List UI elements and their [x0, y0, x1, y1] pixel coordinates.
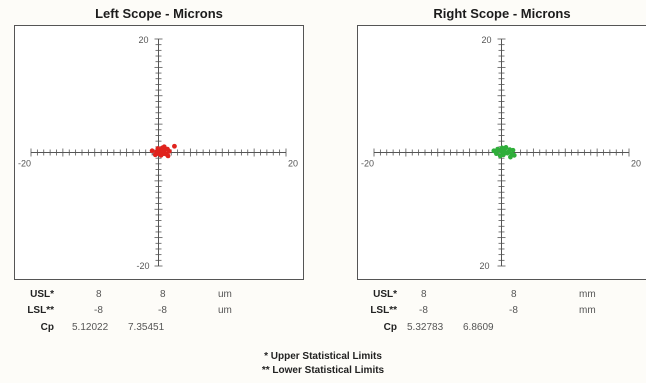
upper-limit-note: * Upper Statistical Limits — [264, 351, 382, 362]
lsl-value-y: -8 — [158, 305, 167, 316]
right-stats-table: USL* 8 8 mm LSL** -8 -8 mm Cp 5.32783 6.… — [357, 289, 637, 349]
lsl-unit: um — [218, 305, 232, 316]
left-x-max-label: 20 — [288, 159, 298, 169]
usl-value-y: 8 — [160, 289, 166, 300]
cp-label: Cp — [383, 322, 397, 333]
lsl-value-x: -8 — [94, 305, 103, 316]
lower-limit-note: ** Lower Statistical Limits — [261, 365, 385, 376]
cp-label: Cp — [40, 322, 54, 333]
right-data-point — [497, 153, 503, 159]
left-scope-plot: -20 20 20 -20 — [14, 25, 304, 280]
left-y-min-label: -20 — [137, 261, 150, 271]
right-data-point — [503, 144, 509, 150]
right-y-min-label: 20 — [480, 261, 490, 271]
right-scope-title: Right Scope - Microns — [433, 6, 571, 21]
right-x-max-label: 20 — [631, 159, 641, 169]
footnotes: * Upper Statistical Limits ** Lower Stat… — [0, 350, 646, 378]
cp-value-x: 5.32783 — [407, 322, 444, 333]
right-y-max-label: 20 — [482, 35, 492, 45]
left-stats-table: USL* 8 8 um LSL** -8 -8 um Cp 5.12022 7.… — [14, 289, 314, 349]
left-data-point — [172, 143, 177, 149]
left-data-point — [165, 153, 171, 159]
right-scope-plot: -20 20 20 20 — [357, 25, 646, 280]
left-data-point — [166, 148, 172, 154]
usl-label: USL* — [373, 289, 397, 300]
right-data-point — [499, 145, 505, 151]
left-y-max-label: 20 — [139, 35, 149, 45]
lsl-value-y: -8 — [509, 305, 518, 316]
lsl-value-x: -8 — [419, 305, 428, 316]
usl-value-x: 8 — [421, 289, 427, 300]
usl-unit: um — [218, 289, 232, 300]
right-data-point — [501, 150, 507, 155]
left-x-min-label: -20 — [18, 159, 31, 169]
right-data-point — [491, 148, 497, 154]
usl-label: USL* — [30, 289, 54, 300]
lsl-unit: mm — [579, 305, 596, 316]
right-data-point — [495, 146, 501, 152]
left-data-point — [161, 144, 167, 150]
usl-value-x: 8 — [96, 289, 102, 300]
cp-value-y: 6.8609 — [463, 322, 494, 333]
left-data-point — [149, 148, 155, 154]
usl-value-y: 8 — [511, 289, 517, 300]
left-data-point — [155, 146, 161, 151]
right-data-point — [506, 149, 511, 155]
cp-value-x: 5.12022 — [72, 322, 109, 333]
usl-unit: mm — [579, 289, 596, 300]
left-data-point — [160, 148, 166, 154]
right-data-point — [511, 152, 517, 158]
right-scope-chart: -20 20 20 20 — [357, 25, 646, 280]
cp-value-y: 7.35451 — [128, 322, 165, 333]
lsl-label: LSL** — [370, 305, 397, 316]
right-x-min-label: -20 — [361, 159, 374, 169]
left-scope-title: Left Scope - Microns — [95, 6, 223, 21]
lsl-label: LSL** — [27, 305, 54, 316]
left-scope-chart: -20 20 20 -20 — [14, 25, 304, 280]
right-data-point — [510, 147, 516, 153]
right-data-point — [508, 154, 513, 160]
